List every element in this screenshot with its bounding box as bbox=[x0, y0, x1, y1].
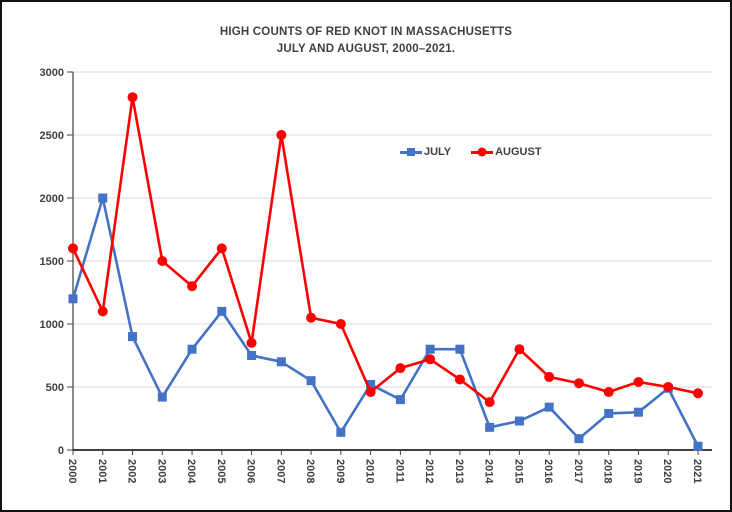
data-point-july-2003 bbox=[157, 392, 167, 402]
series-line-july bbox=[71, 196, 700, 447]
data-point-august-2008 bbox=[306, 312, 317, 323]
data-point-august-2012 bbox=[425, 354, 436, 365]
y-axis-tick-label: 1000 bbox=[40, 319, 64, 331]
x-axis-tick-label: 2001 bbox=[96, 459, 108, 483]
x-axis-tick-label: 2000 bbox=[66, 459, 78, 483]
x-axis-tick-label: 2015 bbox=[512, 459, 524, 483]
x-axis-tick-label: 2004 bbox=[185, 459, 197, 484]
data-point-august-2009 bbox=[335, 319, 346, 329]
data-point-july-2021 bbox=[693, 441, 703, 451]
data-point-july-2005 bbox=[217, 306, 227, 316]
x-axis-tick-label: 2006 bbox=[245, 459, 257, 483]
legend-item-july: JULY bbox=[400, 146, 451, 158]
data-point-august-2002 bbox=[127, 92, 138, 103]
data-point-august-2004 bbox=[187, 281, 198, 292]
chart-legend: JULY AUGUST bbox=[400, 146, 542, 158]
y-axis-tick-label: 500 bbox=[46, 382, 64, 394]
data-point-august-2011 bbox=[395, 363, 406, 374]
x-axis-tick-label: 2011 bbox=[393, 459, 405, 483]
data-point-july-2012 bbox=[425, 344, 435, 354]
data-point-august-2020 bbox=[663, 382, 674, 392]
series-line-august bbox=[71, 95, 699, 404]
x-axis-tick-label: 2014 bbox=[483, 459, 495, 484]
august-circle-marker-icon bbox=[471, 147, 494, 157]
july-square-marker-icon bbox=[400, 148, 422, 156]
x-axis-tick-label: 2012 bbox=[423, 459, 435, 483]
x-axis-tick-label: 2009 bbox=[334, 459, 346, 483]
data-point-august-2003 bbox=[157, 256, 168, 266]
data-point-july-2001 bbox=[98, 193, 108, 203]
data-point-august-2010 bbox=[365, 387, 376, 398]
y-axis-tick-label: 1500 bbox=[40, 256, 64, 268]
data-point-july-2002 bbox=[128, 332, 138, 342]
data-point-july-2000 bbox=[68, 294, 78, 304]
x-axis-tick-label: 2018 bbox=[602, 459, 614, 483]
data-point-july-2014 bbox=[485, 422, 495, 432]
x-axis-tick-label: 2005 bbox=[215, 459, 227, 483]
chart-title: HIGH COUNTS OF RED KNOT IN MASSACHUSETTS… bbox=[2, 24, 730, 58]
data-point-august-2000 bbox=[68, 243, 78, 254]
data-point-july-2009 bbox=[336, 427, 346, 437]
y-axis-tick-label: 3000 bbox=[40, 67, 64, 79]
data-point-august-2014 bbox=[484, 397, 495, 408]
x-axis-tick-label: 2002 bbox=[126, 459, 138, 483]
data-point-july-2008 bbox=[306, 376, 316, 386]
x-axis-tick-label: 2019 bbox=[631, 459, 643, 483]
data-point-august-2019 bbox=[633, 376, 644, 387]
data-point-august-2013 bbox=[454, 374, 465, 385]
data-point-august-2021 bbox=[693, 388, 703, 399]
x-axis-tick-label: 2016 bbox=[542, 459, 554, 483]
data-point-july-2006 bbox=[247, 351, 257, 360]
chart-title-line2: JULY AND AUGUST, 2000–2021. bbox=[276, 43, 456, 55]
data-point-july-2011 bbox=[395, 395, 405, 405]
y-axis-tick-label: 0 bbox=[58, 445, 64, 457]
data-point-august-2016 bbox=[544, 371, 555, 382]
x-axis-tick-label: 2020 bbox=[661, 459, 673, 483]
x-axis-tick-label: 2017 bbox=[572, 459, 584, 483]
data-point-july-2015 bbox=[514, 416, 524, 426]
x-axis-tick-label: 2021 bbox=[691, 459, 703, 483]
data-point-july-2007 bbox=[276, 357, 286, 367]
data-point-july-2004 bbox=[187, 344, 197, 354]
legend-item-august: AUGUST bbox=[471, 146, 542, 158]
data-point-july-2016 bbox=[544, 402, 554, 412]
data-point-july-2013 bbox=[455, 344, 465, 354]
data-point-august-2017 bbox=[573, 378, 584, 389]
data-point-july-2017 bbox=[574, 434, 584, 444]
data-point-august-2007 bbox=[276, 130, 287, 140]
data-point-july-2019 bbox=[633, 407, 643, 417]
x-axis-tick-label: 2003 bbox=[155, 459, 167, 483]
legend-label-july: JULY bbox=[424, 146, 452, 158]
x-axis-tick-label: 2010 bbox=[364, 459, 376, 483]
data-point-august-2001 bbox=[97, 306, 108, 317]
y-axis-tick-label: 2500 bbox=[40, 130, 64, 142]
chart-title-line1: HIGH COUNTS OF RED KNOT IN MASSACHUSETTS bbox=[219, 26, 513, 38]
x-axis-tick-label: 2013 bbox=[453, 459, 465, 483]
legend-label-august: AUGUST bbox=[495, 146, 542, 158]
x-axis-tick-label: 2007 bbox=[274, 459, 286, 483]
x-axis-tick-label: 2008 bbox=[304, 459, 316, 483]
data-point-august-2015 bbox=[514, 344, 525, 355]
y-axis-tick-label: 2000 bbox=[40, 193, 64, 205]
data-point-july-2010 bbox=[366, 379, 376, 389]
data-point-august-2005 bbox=[216, 243, 227, 254]
data-point-july-2018 bbox=[604, 408, 614, 418]
data-point-august-2006 bbox=[246, 337, 257, 348]
data-point-august-2018 bbox=[603, 387, 614, 398]
